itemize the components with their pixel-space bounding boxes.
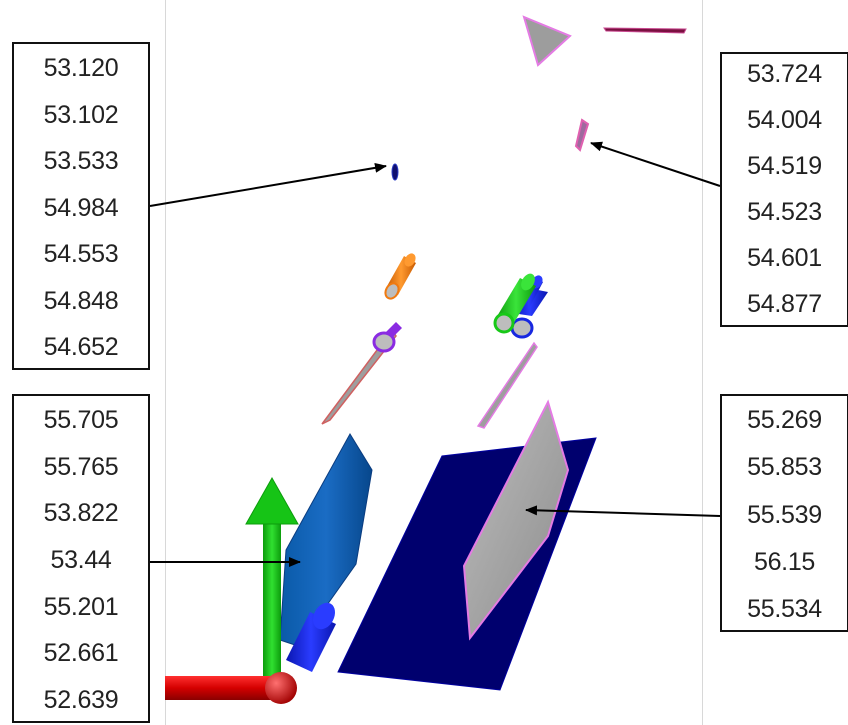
viewport-right-edge <box>702 0 703 725</box>
callout-value: 54.848 <box>43 286 119 315</box>
axis-y <box>245 476 299 690</box>
callout-value: 55.705 <box>43 406 119 434</box>
left-thin-plate <box>321 322 402 425</box>
arrow-top-right <box>590 141 721 187</box>
callout-value: 54.652 <box>43 333 119 361</box>
callout-value: 54.601 <box>747 244 822 272</box>
top-triangle-part <box>522 15 572 67</box>
callout-value: 52.639 <box>43 685 119 714</box>
callout-value: 55.534 <box>747 595 822 623</box>
small-pink-sliver <box>574 118 590 152</box>
callout-value: 54.877 <box>747 290 822 318</box>
axis-x <box>165 672 297 704</box>
small-navy-feature <box>391 163 399 181</box>
callout-box-top-left: 53.120 53.102 53.533 54.984 54.553 54.84… <box>12 42 150 370</box>
arrow-bottom-right <box>525 505 721 517</box>
callout-value: 55.269 <box>747 406 822 434</box>
callout-value: 54.523 <box>747 198 822 226</box>
callout-value: 53.120 <box>43 54 119 82</box>
top-sliver-part <box>603 27 687 34</box>
green-blue-cylinder-pair <box>493 273 548 339</box>
callout-value: 56.15 <box>753 547 816 576</box>
callout-box-bottom-left: 55.705 55.765 53.822 53.44 55.201 52.661… <box>12 394 150 723</box>
viewport-left-edge <box>165 0 166 725</box>
callout-value: 54.984 <box>43 193 119 222</box>
axis-z <box>286 602 336 672</box>
arrow-top-left <box>149 162 387 207</box>
gray-plate <box>462 399 570 641</box>
callout-box-bottom-right: 55.269 55.853 55.539 56.15 55.534 <box>720 394 848 632</box>
callout-value: 53.533 <box>43 147 119 175</box>
callout-value: 53.822 <box>43 499 119 528</box>
callout-value: 54.553 <box>43 240 119 268</box>
callout-value: 55.201 <box>43 592 119 621</box>
callout-value: 53.102 <box>43 100 119 129</box>
callout-value: 54.004 <box>747 106 822 134</box>
callout-value: 53.724 <box>747 60 822 88</box>
right-thin-plate <box>476 341 538 429</box>
orange-cylinder <box>384 253 416 300</box>
callout-value: 52.661 <box>43 639 119 668</box>
callout-value: 55.539 <box>747 500 822 529</box>
callout-box-top-right: 53.724 54.004 54.519 54.523 54.601 54.87… <box>720 52 848 327</box>
callout-value: 54.519 <box>747 152 822 180</box>
callout-value: 55.765 <box>43 452 119 481</box>
callout-value: 55.853 <box>747 453 822 482</box>
callout-value: 53.44 <box>50 545 112 574</box>
